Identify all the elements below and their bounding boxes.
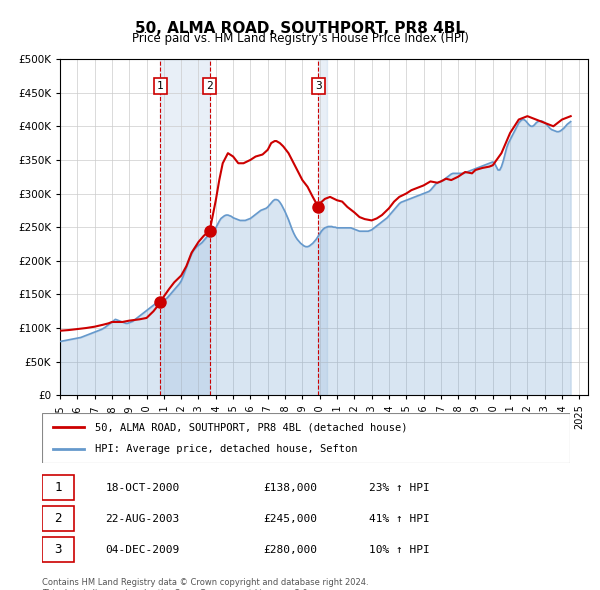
FancyBboxPatch shape: [42, 506, 74, 531]
FancyBboxPatch shape: [42, 413, 570, 463]
FancyBboxPatch shape: [42, 537, 74, 562]
Text: 3: 3: [54, 543, 62, 556]
Text: Contains HM Land Registry data © Crown copyright and database right 2024.
This d: Contains HM Land Registry data © Crown c…: [42, 578, 368, 590]
Text: Price paid vs. HM Land Registry's House Price Index (HPI): Price paid vs. HM Land Registry's House …: [131, 32, 469, 45]
Text: 1: 1: [54, 481, 62, 494]
Bar: [160, 59, 210, 395]
Text: £245,000: £245,000: [264, 514, 318, 523]
Text: 10% ↑ HPI: 10% ↑ HPI: [370, 545, 430, 555]
Text: 23% ↑ HPI: 23% ↑ HPI: [370, 483, 430, 493]
Text: £280,000: £280,000: [264, 545, 318, 555]
Text: HPI: Average price, detached house, Sefton: HPI: Average price, detached house, Seft…: [95, 444, 358, 454]
Text: 41% ↑ HPI: 41% ↑ HPI: [370, 514, 430, 523]
FancyBboxPatch shape: [42, 476, 74, 500]
Text: 22-AUG-2003: 22-AUG-2003: [106, 514, 179, 523]
Text: 50, ALMA ROAD, SOUTHPORT, PR8 4BL: 50, ALMA ROAD, SOUTHPORT, PR8 4BL: [135, 21, 465, 35]
Text: 18-OCT-2000: 18-OCT-2000: [106, 483, 179, 493]
Text: 2: 2: [206, 81, 213, 91]
Bar: [318, 59, 327, 395]
Text: 1: 1: [157, 81, 164, 91]
Text: 3: 3: [315, 81, 322, 91]
Text: 50, ALMA ROAD, SOUTHPORT, PR8 4BL (detached house): 50, ALMA ROAD, SOUTHPORT, PR8 4BL (detac…: [95, 422, 407, 432]
Text: 2: 2: [54, 512, 62, 525]
Text: £138,000: £138,000: [264, 483, 318, 493]
Text: 04-DEC-2009: 04-DEC-2009: [106, 545, 179, 555]
